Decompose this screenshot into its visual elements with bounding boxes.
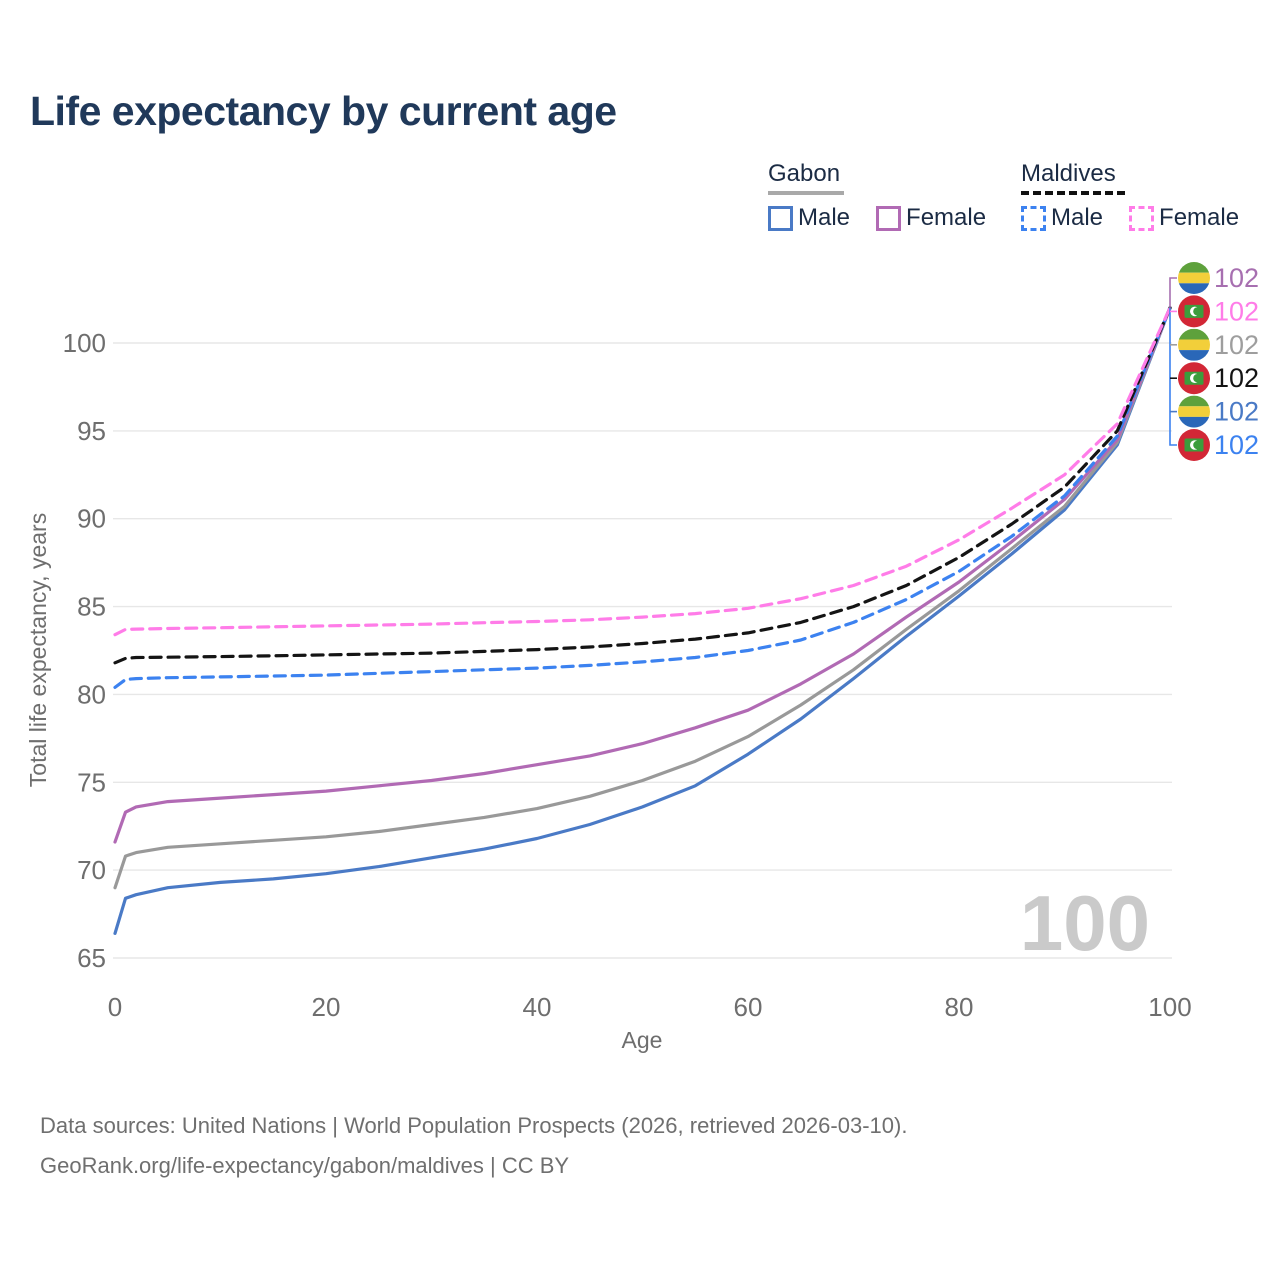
- end-value-label: 102: [1214, 296, 1259, 326]
- end-value-label: 102: [1214, 397, 1259, 427]
- maldives-female-swatch-icon: [1129, 205, 1155, 231]
- legend-group-maldives: Maldives Male Female: [1021, 160, 1239, 232]
- end-value-label: 102: [1214, 263, 1259, 293]
- data-sources-text: Data sources: United Nations | World Pop…: [40, 1113, 908, 1138]
- gabon-line-style-swatch: [768, 191, 844, 195]
- gabon-flag-icon: [1178, 395, 1210, 428]
- x-axis-title: Age: [622, 1027, 663, 1053]
- series-line-maldives-both-sexes[interactable]: [113, 306, 1172, 665]
- maldives-flag-icon: [1178, 362, 1210, 395]
- leader-lines: [1169, 277, 1177, 446]
- maldives-line-style-swatch: [1021, 191, 1125, 195]
- legend-label: Female: [906, 204, 987, 231]
- age-counter-watermark: 100: [1020, 879, 1150, 967]
- legend-country-maldives[interactable]: Maldives: [1021, 160, 1116, 187]
- end-value-label: 102: [1214, 330, 1259, 360]
- maldives-male-swatch-icon: [1021, 205, 1046, 231]
- x-tick-label: 0: [108, 992, 122, 1022]
- leader-line: [1169, 277, 1177, 308]
- legend-item-maldives-female[interactable]: Female: [1129, 204, 1239, 232]
- x-tick-label: 20: [312, 992, 341, 1022]
- x-tick-label: 40: [523, 992, 552, 1022]
- footer: Data sources: United Nations | World Pop…: [40, 1106, 907, 1186]
- series-lines: [113, 306, 1172, 935]
- legend-label: Male: [798, 204, 851, 231]
- page-title: Life expectancy by current age: [30, 88, 617, 134]
- legend-group-gabon: Gabon Male Female: [768, 160, 986, 232]
- maldives-flag-icon: [1178, 429, 1210, 461]
- y-tick-label: 85: [77, 592, 106, 622]
- y-tick-label: 75: [77, 767, 106, 797]
- series-line-maldives-male[interactable]: [113, 306, 1172, 689]
- legend-country-gabon[interactable]: Gabon: [768, 160, 841, 187]
- gabon-flag-icon: [1178, 262, 1210, 294]
- legend-item-maldives-male[interactable]: Male: [1021, 204, 1103, 232]
- series-line-gabon-both-sexes[interactable]: [113, 306, 1172, 890]
- y-axis-ticks: 65 70 75 80 85 90 95 100: [63, 328, 106, 973]
- gabon-male-swatch-icon: [768, 205, 793, 231]
- y-axis-title: Total life expectancy, years: [25, 513, 51, 787]
- end-value-label: 102: [1214, 363, 1259, 393]
- legend-item-gabon-male[interactable]: Male: [768, 204, 850, 232]
- legend-item-gabon-female[interactable]: Female: [876, 204, 986, 232]
- x-tick-label: 80: [945, 992, 974, 1022]
- gridlines: [113, 342, 1172, 959]
- gabon-female-swatch-icon: [876, 205, 902, 231]
- x-axis-ticks: 0 20 40 60 80 100: [108, 992, 1192, 1022]
- y-tick-label: 65: [77, 943, 106, 973]
- y-tick-label: 80: [77, 679, 106, 709]
- y-tick-label: 90: [77, 504, 106, 534]
- attribution-link[interactable]: GeoRank.org/life-expectancy/gabon/maldiv…: [40, 1153, 570, 1178]
- series-line-maldives-female[interactable]: [113, 306, 1172, 637]
- legend-label: Female: [1159, 204, 1240, 231]
- series-line-gabon-female[interactable]: [113, 306, 1172, 844]
- gabon-flag-icon: [1178, 328, 1210, 361]
- series-line-gabon-male[interactable]: [113, 306, 1172, 935]
- x-tick-label: 60: [734, 992, 763, 1022]
- y-tick-label: 70: [77, 855, 106, 885]
- leader-line: [1169, 307, 1177, 446]
- legend-label: Male: [1051, 204, 1104, 231]
- end-value-label: 102: [1214, 430, 1259, 460]
- y-tick-label: 95: [77, 416, 106, 446]
- x-tick-label: 100: [1148, 992, 1191, 1022]
- y-tick-label: 100: [63, 328, 106, 358]
- maldives-flag-icon: [1178, 295, 1210, 328]
